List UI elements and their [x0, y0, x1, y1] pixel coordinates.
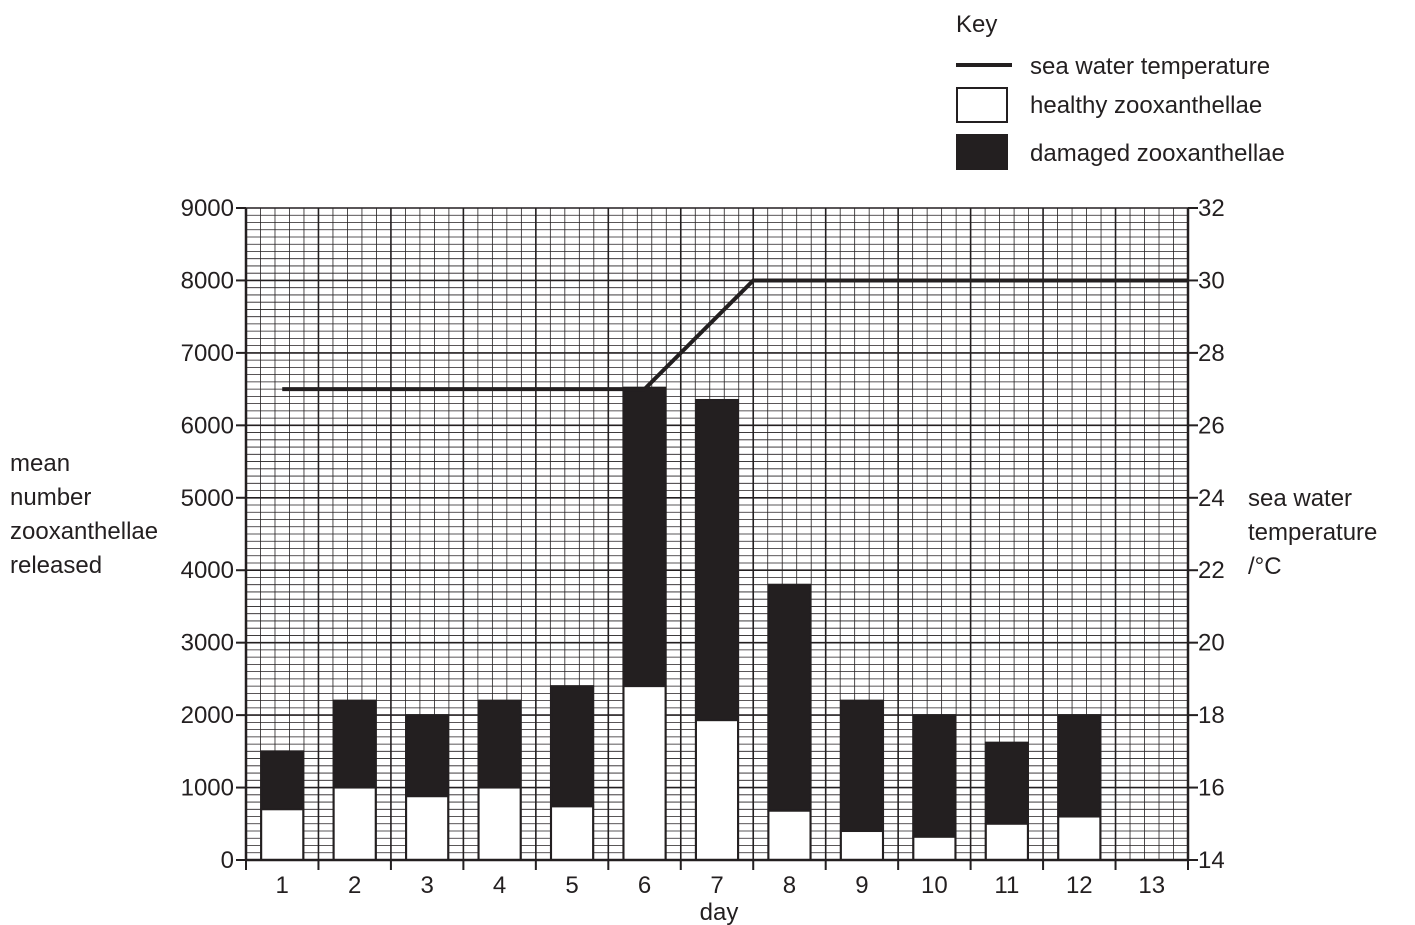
- key-label-temperature: sea water temperature: [1030, 53, 1270, 80]
- bar-healthy: [1057, 815, 1102, 861]
- y2-axis-label-line: /°C: [1248, 553, 1282, 580]
- bar-damaged: [984, 741, 1029, 825]
- y2-tick-label: 20: [1198, 630, 1225, 657]
- key: Key sea water temperature healthy zooxan…: [956, 11, 1285, 170]
- y-tick-label: 8000: [181, 267, 234, 294]
- bar-healthy: [477, 786, 522, 861]
- y2-tick-label: 32: [1198, 195, 1225, 222]
- temperature-line-group: [282, 278, 1188, 392]
- bar-damaged: [622, 386, 667, 688]
- x-axis-label: day: [700, 899, 739, 925]
- y-tick-label: 7000: [181, 340, 234, 367]
- key-open-box: [956, 87, 1008, 123]
- x-tick-label: 8: [783, 872, 796, 899]
- bar-damaged: [694, 398, 740, 722]
- bar-damaged: [477, 699, 522, 789]
- x-tick-label: 1: [276, 872, 289, 899]
- y2-axis-label-line: temperature: [1248, 519, 1378, 546]
- y2-tick-label: 26: [1198, 412, 1225, 439]
- key-label-healthy: healthy zooxanthellae: [1030, 92, 1262, 119]
- x-tick-label: 9: [855, 872, 868, 899]
- y-axis-label-line: released: [10, 552, 103, 579]
- bar-healthy: [260, 808, 305, 861]
- bar-damaged: [1057, 714, 1102, 818]
- y2-axis-label: sea water temperature /°C: [1248, 482, 1377, 584]
- x-tick-label: 2: [348, 872, 361, 899]
- y-tick-label: 4000: [181, 557, 234, 584]
- y2-tick-label: 30: [1198, 267, 1225, 294]
- bars: [260, 386, 1102, 862]
- axes: [236, 207, 1198, 870]
- bar-damaged: [550, 685, 595, 808]
- y-tick-label: 5000: [181, 485, 234, 512]
- x-tick-label: 3: [420, 872, 433, 899]
- bar-healthy: [550, 805, 595, 862]
- x-tick-label: 10: [921, 872, 948, 899]
- x-tick-label: 11: [994, 872, 1019, 899]
- x-tick-label: 6: [638, 872, 651, 899]
- y-tick-label: 2000: [181, 702, 234, 729]
- y-tick-label: 9000: [181, 195, 234, 222]
- y2-tick-label: 24: [1198, 485, 1225, 512]
- bar-healthy: [694, 719, 740, 862]
- y2-axis-label-line: sea water: [1248, 485, 1353, 512]
- bar-healthy: [839, 830, 884, 861]
- y-tick-label: 6000: [181, 412, 234, 439]
- y2-tick-label: 18: [1198, 702, 1225, 729]
- bar-healthy: [405, 795, 450, 862]
- x-tick-label: 7: [710, 872, 723, 899]
- x-tick-label: 13: [1138, 872, 1165, 899]
- y-axis-label-line: mean: [10, 450, 71, 477]
- y-axis-label-line: number: [10, 484, 92, 511]
- x-tick-label: 4: [493, 872, 506, 899]
- key-label-damaged: damaged zooxanthellae: [1030, 140, 1285, 167]
- y-tick-label: 1000: [181, 775, 234, 802]
- x-tick-label: 5: [565, 872, 578, 899]
- bar-healthy: [912, 835, 957, 861]
- tick-labels: 0100020003000400050006000700080009000141…: [181, 195, 1225, 899]
- key-title: Key: [956, 11, 997, 38]
- bar-damaged: [332, 699, 377, 789]
- bar-damaged: [260, 750, 305, 811]
- bar-damaged: [405, 714, 450, 798]
- y2-tick-label: 14: [1198, 847, 1225, 874]
- bar-damaged: [839, 699, 884, 833]
- x-tick-label: 12: [1066, 872, 1093, 899]
- y2-tick-label: 28: [1198, 340, 1225, 367]
- y2-tick-label: 22: [1198, 557, 1225, 584]
- y-axis-label: mean number zooxanthellae released: [10, 447, 158, 583]
- temperature-line: [282, 278, 1188, 392]
- bar-healthy: [332, 786, 377, 861]
- bar-healthy: [767, 809, 812, 862]
- bar-healthy: [984, 822, 1029, 861]
- y-axis-label-line: zooxanthellae: [10, 518, 159, 545]
- bar-healthy: [622, 685, 667, 862]
- key-filled-box: [956, 134, 1008, 170]
- y-tick-label: 3000: [181, 630, 234, 657]
- bar-damaged: [767, 583, 812, 812]
- bar-damaged: [912, 714, 957, 838]
- y2-tick-label: 16: [1198, 775, 1225, 802]
- y-tick-label: 0: [221, 847, 234, 874]
